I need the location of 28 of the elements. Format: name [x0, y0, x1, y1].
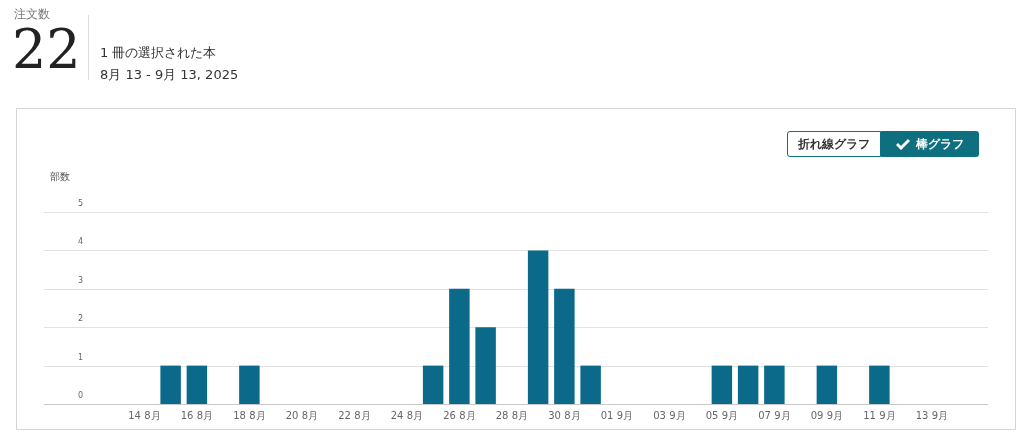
y-axis-title: 部数 — [50, 170, 70, 184]
x-tick-label: 18 8月 — [233, 409, 266, 421]
y-tick-label: 4 — [77, 237, 83, 247]
text: 8月 13 - 9月 13, 2025 — [100, 66, 239, 84]
x-tick-label: 11 9月 — [863, 409, 896, 421]
text: 折れ線グラフ — [787, 131, 881, 157]
y-tick-label: 1 — [77, 352, 83, 362]
x-tick-label: 07 9月 — [758, 409, 791, 421]
x-tick-label: 24 8月 — [390, 409, 424, 421]
x-tick-label: 05 9月 — [705, 409, 739, 421]
x-tick-label: 22 8月 — [338, 409, 371, 421]
x-tick-label: 01 9月 — [600, 409, 634, 421]
y-tick-label: 0 — [77, 391, 83, 401]
x-tick-label: 20 8月 — [285, 409, 319, 421]
text: 棒グラフ — [916, 135, 964, 153]
x-tick-label: 14 8月 — [128, 409, 161, 421]
y-tick-label: 5 — [77, 199, 83, 209]
x-tick-label: 30 8月 — [548, 409, 581, 421]
x-tick-label: 26 8月 — [443, 409, 476, 421]
x-tick-label: 16 8月 — [180, 409, 214, 421]
chart-title: 注文数 — [14, 6, 50, 23]
chart-subtitle: 1 冊の選択された本 — [100, 44, 217, 62]
y-tick-label: 2 — [77, 314, 83, 324]
x-tick-label: 13 9月 — [915, 409, 949, 421]
x-tick-label: 28 8月 — [495, 409, 529, 421]
x-tick-label: 09 9月 — [810, 409, 844, 421]
y-tick-label: 3 — [77, 275, 83, 285]
x-tick-label: 03 9月 — [653, 409, 686, 421]
